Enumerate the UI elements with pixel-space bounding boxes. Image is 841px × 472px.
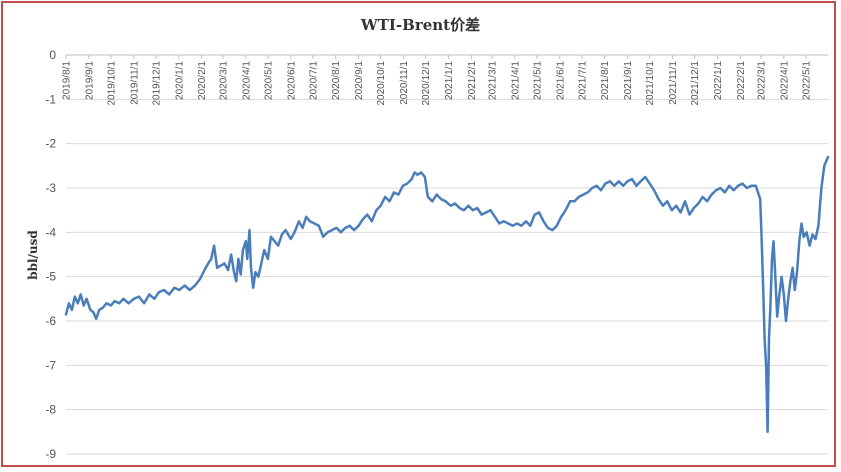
x-tick-label: 2020/4/1 [241,61,252,100]
y-tick-label: -8 [45,403,56,417]
x-tick-label: 2022/5/1 [801,61,812,100]
x-tick-label: 2022/1/1 [713,61,724,100]
x-tick-label: 2021/2/1 [467,61,478,100]
x-tick-label: 2021/11/1 [668,61,679,105]
x-tick-label: 2021/9/1 [623,61,634,100]
x-tick-label: 2020/7/1 [308,61,319,100]
y-tick-label: -9 [45,447,56,461]
x-tick-label: 2020/6/1 [286,61,297,100]
x-tick-label: 2021/7/1 [577,61,588,100]
x-tick-labels: 2019/8/1 2019/9/1 2019/10/1 2019/11/1 2019/1… [62,55,812,106]
x-tick-label: 2020/8/1 [331,61,342,100]
x-tick-label: 2020/5/1 [263,61,274,100]
x-tick-label: 2019/8/1 [62,61,73,100]
x-tick-label: 2020/11/1 [399,61,410,105]
y-tick-label: 0 [49,48,56,62]
y-tick-label: -6 [45,314,56,328]
y-tick-label: -7 [45,358,56,372]
x-tick-label: 2021/1/1 [444,61,455,100]
x-tick-label: 2019/12/1 [151,61,162,106]
x-tick-label: 2022/4/1 [779,61,790,100]
chart-title: WTI-Brent价差 [360,16,481,34]
x-tick-label: 2021/10/1 [645,61,656,106]
x-tick-label: 2019/9/1 [84,61,95,100]
y-tick-label: -2 [45,137,56,151]
y-tick-label: -1 [45,92,56,106]
x-tick-label: 2020/12/1 [421,61,432,106]
x-tick-label: 2020/1/1 [174,61,185,100]
x-tick-label: 2021/12/1 [690,61,701,106]
x-tick-label: 2021/6/1 [555,61,566,100]
x-tick-label: 2020/10/1 [376,61,387,106]
y-tick-label: -5 [45,270,56,284]
x-tick-label: 2020/3/1 [218,61,229,100]
x-tick-label: 2020/9/1 [354,61,365,100]
y-axis-label: bbl/usd [26,230,40,280]
x-tick-label: 2021/4/1 [510,61,521,100]
y-tick-labels: 0 -1 -2 -3 -4 -5 -6 -7 -8 -9 [45,48,56,461]
gridlines [66,54,828,455]
x-tick-label: 2021/5/1 [532,61,543,100]
x-tick-label: 2020/2/1 [197,61,208,100]
x-tick-label: 2022/2/1 [736,61,747,100]
x-tick-label: 2022/3/1 [756,61,767,100]
x-tick-label: 2021/8/1 [600,61,611,100]
y-tick-label: -4 [45,225,56,239]
y-tick-label: -3 [45,181,56,195]
x-tick-label: 2021/3/1 [487,61,498,100]
series-line [64,155,830,434]
x-tick-label: 2019/11/1 [129,61,140,105]
x-tick-label: 2019/10/1 [106,61,117,106]
